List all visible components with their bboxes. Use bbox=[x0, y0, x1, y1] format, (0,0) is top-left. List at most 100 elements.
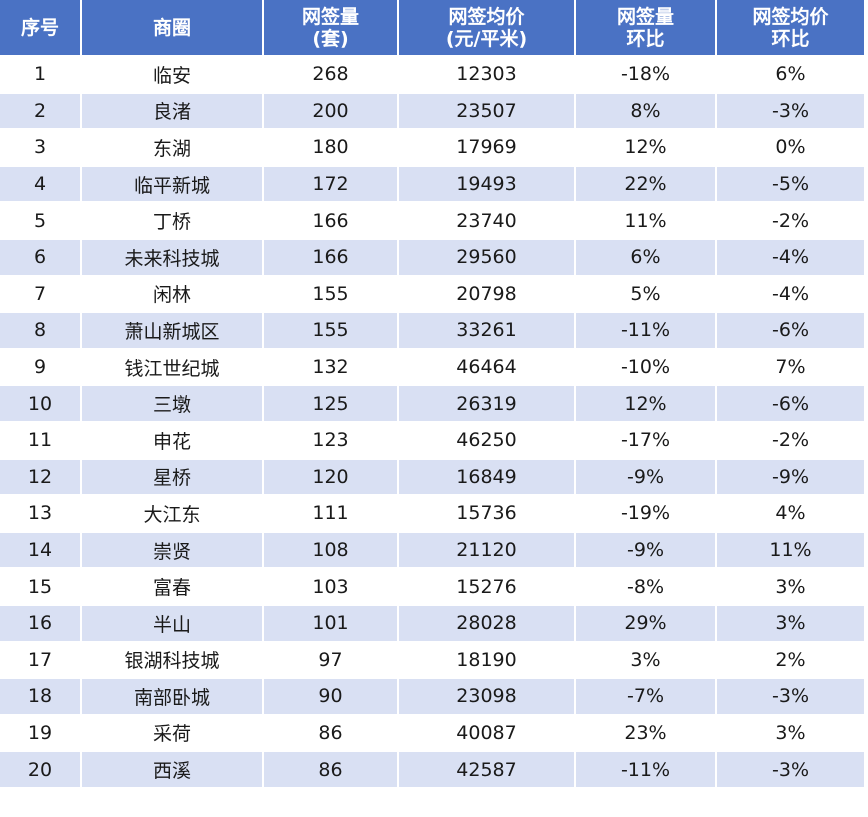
cell-volume: 155 bbox=[264, 313, 397, 348]
header-rank-label: 序号 bbox=[20, 16, 59, 39]
cell-volume: 180 bbox=[264, 130, 397, 165]
header-avg-price-label: 网签均价 bbox=[448, 5, 525, 28]
cell-avg-price: 21120 bbox=[399, 532, 574, 568]
cell-price-mom: 3% bbox=[717, 569, 864, 604]
cell-volume: 90 bbox=[264, 679, 397, 714]
header-price-mom-sub: 环比 bbox=[771, 27, 810, 50]
transaction-table: 序号 商圈 网签量 (套) 网签均价 (元/平米) 网签量 环比 网签均价 环比 1 临安… bbox=[0, 0, 864, 787]
cell-volume-mom: -11% bbox=[576, 313, 715, 348]
cell-avg-price: 16849 bbox=[399, 459, 574, 495]
header-volume-mom-sub: 环比 bbox=[626, 27, 665, 50]
cell-price-mom: 3% bbox=[717, 605, 864, 641]
cell-rank: 18 bbox=[0, 679, 80, 714]
cell-price-mom: -3% bbox=[717, 93, 864, 129]
cell-rank: 9 bbox=[0, 349, 80, 385]
cell-district: 银湖科技城 bbox=[82, 642, 262, 678]
cell-price-mom: 7% bbox=[717, 349, 864, 385]
table-row: 16 半山 101 28028 29% 3% bbox=[0, 605, 864, 641]
cell-district: 三墩 bbox=[82, 386, 262, 421]
cell-district: 西溪 bbox=[82, 752, 262, 787]
cell-volume-mom: 5% bbox=[576, 276, 715, 312]
cell-avg-price: 33261 bbox=[399, 313, 574, 348]
cell-rank: 2 bbox=[0, 93, 80, 129]
cell-volume: 166 bbox=[264, 239, 397, 275]
cell-price-mom: 11% bbox=[717, 532, 864, 568]
table-row: 13 大江东 111 15736 -19% 4% bbox=[0, 496, 864, 531]
table-row: 17 银湖科技城 97 18190 3% 2% bbox=[0, 642, 864, 678]
header-volume-unit: (套) bbox=[312, 27, 349, 50]
cell-avg-price: 15736 bbox=[399, 496, 574, 531]
cell-price-mom: -3% bbox=[717, 752, 864, 787]
header-district-label: 商圈 bbox=[152, 16, 191, 39]
cell-rank: 14 bbox=[0, 532, 80, 568]
cell-rank: 19 bbox=[0, 715, 80, 751]
cell-volume-mom: 23% bbox=[576, 715, 715, 751]
cell-avg-price: 15276 bbox=[399, 569, 574, 604]
cell-volume-mom: -19% bbox=[576, 496, 715, 531]
cell-avg-price: 28028 bbox=[399, 605, 574, 641]
cell-rank: 3 bbox=[0, 130, 80, 165]
cell-rank: 4 bbox=[0, 166, 80, 202]
cell-volume-mom: -7% bbox=[576, 679, 715, 714]
header-volume: 网签量 (套) bbox=[264, 0, 397, 55]
cell-volume: 172 bbox=[264, 166, 397, 202]
cell-volume-mom: 3% bbox=[576, 642, 715, 678]
cell-avg-price: 23098 bbox=[399, 679, 574, 714]
cell-rank: 12 bbox=[0, 459, 80, 495]
cell-district: 良渚 bbox=[82, 93, 262, 129]
cell-price-mom: -6% bbox=[717, 386, 864, 421]
cell-volume-mom: -8% bbox=[576, 569, 715, 604]
cell-district: 大江东 bbox=[82, 496, 262, 531]
table-row: 18 南部卧城 90 23098 -7% -3% bbox=[0, 679, 864, 714]
cell-avg-price: 40087 bbox=[399, 715, 574, 751]
cell-price-mom: -4% bbox=[717, 276, 864, 312]
cell-rank: 6 bbox=[0, 239, 80, 275]
cell-rank: 1 bbox=[0, 57, 80, 92]
cell-avg-price: 17969 bbox=[399, 130, 574, 165]
table-row: 8 萧山新城区 155 33261 -11% -6% bbox=[0, 313, 864, 348]
cell-volume-mom: -17% bbox=[576, 422, 715, 458]
cell-volume: 155 bbox=[264, 276, 397, 312]
cell-volume: 103 bbox=[264, 569, 397, 604]
header-avg-price: 网签均价 (元/平米) bbox=[399, 0, 574, 55]
cell-avg-price: 26319 bbox=[399, 386, 574, 421]
header-price-mom-label: 网签均价 bbox=[752, 5, 829, 28]
cell-price-mom: -5% bbox=[717, 166, 864, 202]
cell-price-mom: -9% bbox=[717, 459, 864, 495]
cell-price-mom: 6% bbox=[717, 57, 864, 92]
cell-avg-price: 46464 bbox=[399, 349, 574, 385]
cell-price-mom: -3% bbox=[717, 679, 864, 714]
cell-volume-mom: -9% bbox=[576, 459, 715, 495]
cell-volume-mom: -9% bbox=[576, 532, 715, 568]
cell-volume-mom: -10% bbox=[576, 349, 715, 385]
cell-price-mom: 3% bbox=[717, 715, 864, 751]
cell-volume: 120 bbox=[264, 459, 397, 495]
cell-rank: 11 bbox=[0, 422, 80, 458]
cell-rank: 20 bbox=[0, 752, 80, 787]
cell-volume: 101 bbox=[264, 605, 397, 641]
header-volume-mom: 网签量 环比 bbox=[576, 0, 715, 55]
cell-volume-mom: 29% bbox=[576, 605, 715, 641]
cell-volume-mom: 8% bbox=[576, 93, 715, 129]
cell-district: 南部卧城 bbox=[82, 679, 262, 714]
table-row: 15 富春 103 15276 -8% 3% bbox=[0, 569, 864, 604]
cell-price-mom: 4% bbox=[717, 496, 864, 531]
cell-volume: 86 bbox=[264, 752, 397, 787]
header-rank: 序号 bbox=[0, 0, 80, 55]
cell-avg-price: 23507 bbox=[399, 93, 574, 129]
table-row: 10 三墩 125 26319 12% -6% bbox=[0, 386, 864, 421]
cell-rank: 15 bbox=[0, 569, 80, 604]
cell-volume: 200 bbox=[264, 93, 397, 129]
cell-district: 采荷 bbox=[82, 715, 262, 751]
cell-district: 崇贤 bbox=[82, 532, 262, 568]
header-volume-label: 网签量 bbox=[301, 5, 359, 28]
table-row: 3 东湖 180 17969 12% 0% bbox=[0, 130, 864, 165]
table-row: 19 采荷 86 40087 23% 3% bbox=[0, 715, 864, 751]
cell-district: 萧山新城区 bbox=[82, 313, 262, 348]
cell-avg-price: 42587 bbox=[399, 752, 574, 787]
header-volume-mom-label: 网签量 bbox=[616, 5, 674, 28]
cell-volume-mom: 12% bbox=[576, 130, 715, 165]
cell-district: 东湖 bbox=[82, 130, 262, 165]
cell-price-mom: -4% bbox=[717, 239, 864, 275]
